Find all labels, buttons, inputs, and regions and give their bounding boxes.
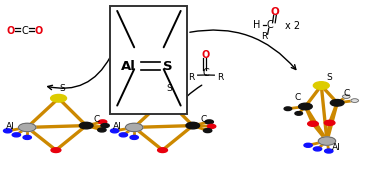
Circle shape <box>330 100 344 106</box>
Circle shape <box>110 129 119 133</box>
Circle shape <box>125 123 143 132</box>
Text: S: S <box>327 73 332 82</box>
Text: C: C <box>203 68 209 78</box>
Circle shape <box>130 135 138 139</box>
Circle shape <box>51 94 67 102</box>
Text: S: S <box>59 84 65 93</box>
Circle shape <box>299 103 312 110</box>
Circle shape <box>51 148 61 153</box>
Circle shape <box>342 95 350 98</box>
Circle shape <box>295 112 302 115</box>
Circle shape <box>313 82 329 89</box>
Text: C: C <box>294 93 301 102</box>
Text: S: S <box>163 60 173 73</box>
Text: R: R <box>217 73 224 82</box>
Circle shape <box>284 107 292 110</box>
Text: Al: Al <box>6 122 15 131</box>
Circle shape <box>158 148 167 153</box>
Circle shape <box>19 123 36 132</box>
Circle shape <box>158 94 174 102</box>
Circle shape <box>79 122 93 129</box>
Text: Al: Al <box>121 60 136 73</box>
Text: O: O <box>34 26 43 36</box>
Text: C: C <box>21 26 28 36</box>
Circle shape <box>23 135 31 139</box>
Circle shape <box>186 122 200 129</box>
Text: Al: Al <box>113 122 122 131</box>
Text: O: O <box>202 50 210 60</box>
Text: x 2: x 2 <box>285 21 301 31</box>
Circle shape <box>119 133 127 137</box>
Circle shape <box>203 129 212 133</box>
Text: R: R <box>262 32 268 41</box>
Circle shape <box>12 133 20 137</box>
Text: C: C <box>200 115 207 124</box>
Circle shape <box>205 120 214 124</box>
Text: H: H <box>253 21 261 30</box>
Circle shape <box>304 143 312 147</box>
Circle shape <box>3 129 12 133</box>
Circle shape <box>324 120 335 125</box>
Circle shape <box>318 137 336 145</box>
Circle shape <box>98 128 106 132</box>
FancyBboxPatch shape <box>110 6 187 114</box>
Text: C: C <box>343 89 350 98</box>
Text: Al: Al <box>332 143 340 152</box>
Circle shape <box>101 124 109 128</box>
Text: R: R <box>188 73 195 82</box>
Text: S: S <box>166 84 172 93</box>
Circle shape <box>351 99 358 102</box>
Circle shape <box>325 149 333 153</box>
Text: O: O <box>270 7 279 17</box>
Text: C: C <box>267 21 274 30</box>
Text: O: O <box>6 26 15 36</box>
Text: C: C <box>94 115 100 124</box>
Circle shape <box>313 147 322 151</box>
Circle shape <box>308 121 318 126</box>
Circle shape <box>208 124 216 128</box>
Circle shape <box>99 120 107 124</box>
